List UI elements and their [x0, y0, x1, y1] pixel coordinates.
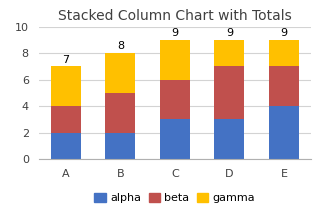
Bar: [105, 133, 135, 159]
Bar: [160, 80, 190, 119]
Bar: [269, 106, 299, 159]
Bar: [105, 53, 135, 93]
Bar: [160, 40, 190, 80]
Bar: [214, 119, 245, 159]
Bar: [269, 66, 299, 106]
Title: Stacked Column Chart with Totals: Stacked Column Chart with Totals: [58, 9, 292, 23]
Text: 9: 9: [226, 28, 233, 38]
Bar: [51, 133, 81, 159]
Text: 9: 9: [171, 28, 178, 38]
Bar: [51, 106, 81, 133]
Bar: [51, 66, 81, 106]
Text: 8: 8: [117, 42, 124, 51]
Bar: [160, 119, 190, 159]
Bar: [269, 40, 299, 66]
Bar: [214, 40, 245, 66]
Text: 9: 9: [281, 28, 288, 38]
Legend: alpha, beta, gamma: alpha, beta, gamma: [90, 189, 260, 208]
Bar: [105, 93, 135, 133]
Bar: [214, 66, 245, 119]
Text: 7: 7: [62, 55, 69, 65]
